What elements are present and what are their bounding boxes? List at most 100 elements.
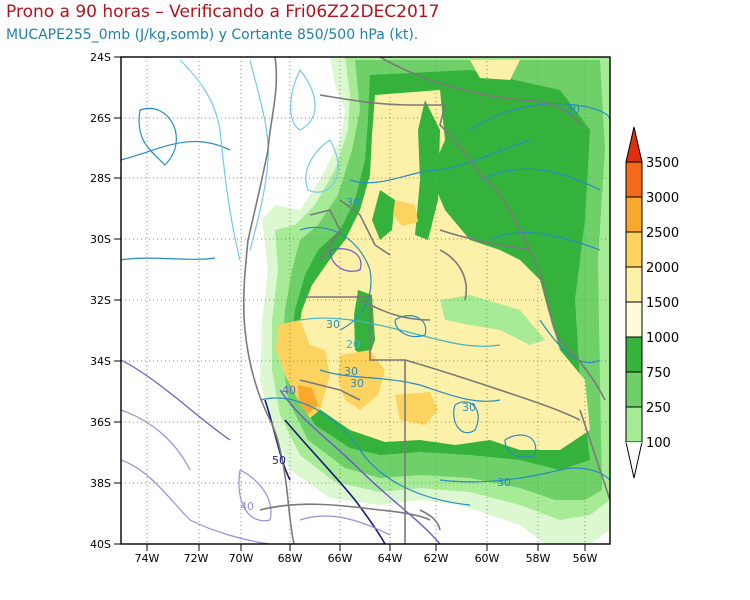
legend-swatch	[625, 301, 643, 338]
legend-label: 1000	[646, 331, 679, 346]
legend-label: 750	[646, 366, 671, 381]
legend-label: 3000	[646, 191, 679, 206]
legend-bottom-triangle	[625, 441, 643, 479]
lon-tick-label: 66W	[328, 552, 353, 565]
contour-line	[121, 359, 231, 441]
contour-label: 30	[497, 476, 511, 489]
contour-label: 40	[282, 384, 296, 397]
contour-label: 30	[326, 318, 340, 331]
legend-swatch	[625, 196, 643, 233]
contour-line	[469, 103, 610, 131]
contour-line	[299, 317, 501, 347]
lon-tick-label: 70W	[229, 552, 254, 565]
lon-tick-label: 72W	[184, 552, 209, 565]
contour-label: 30	[346, 196, 360, 209]
legend-swatch	[625, 371, 643, 408]
legend-label: 2500	[646, 226, 679, 241]
contour-line	[279, 389, 441, 544]
contour-line	[394, 315, 427, 338]
lat-tick-label: 28S	[90, 172, 111, 185]
border-line	[305, 296, 406, 544]
contour-label: 40	[240, 500, 254, 513]
contour-labels: 30 30 30 20 30 30 40 50 40 30 30	[240, 103, 580, 513]
lon-tick-label: 62W	[424, 552, 449, 565]
border-line	[242, 57, 295, 544]
legend-label: 2000	[646, 261, 679, 276]
contour-line	[539, 319, 601, 364]
contour-line	[121, 140, 231, 161]
contour-line	[305, 139, 339, 193]
contour-label: 30	[350, 377, 364, 390]
cape-streak-3	[440, 295, 545, 345]
cape-region-2500	[298, 385, 318, 414]
contour-line	[121, 409, 191, 471]
lat-tick-label: 24S	[90, 51, 111, 64]
border-line	[259, 503, 431, 521]
lat-tick-label: 36S	[90, 416, 111, 429]
lon-axis: 74W 72W 70W 68W 66W 64W 62W 60W 58W 56W	[135, 544, 598, 565]
graticule	[121, 57, 610, 544]
map-subtitle: MUCAPE255_0mb (J/kg,somb) y Cortante 850…	[6, 27, 419, 43]
legend-swatch	[625, 336, 643, 373]
legend-swatch	[626, 442, 642, 443]
contour-label: 50	[272, 454, 286, 467]
contour-line	[319, 369, 501, 402]
contour-line	[489, 231, 601, 251]
lat-tick-label: 26S	[90, 112, 111, 125]
contour-line	[299, 226, 372, 331]
cape-region-2000a	[276, 320, 330, 418]
contour-line	[439, 467, 610, 483]
contour-label: 30	[566, 103, 580, 116]
legend-label: 250	[646, 401, 671, 416]
contour-line	[121, 459, 271, 544]
border-line	[479, 174, 561, 341]
legend-label: 100	[646, 436, 671, 451]
lat-tick-label: 34S	[90, 355, 111, 368]
lat-tick-label: 40S	[90, 538, 111, 551]
border-line	[299, 379, 361, 401]
contour-line	[504, 434, 537, 458]
lat-tick-label: 32S	[90, 294, 111, 307]
legend-swatch	[625, 406, 643, 443]
coast-line	[579, 409, 610, 501]
contour-label: 30	[344, 365, 358, 378]
lon-tick-label: 68W	[278, 552, 303, 565]
contour-line	[453, 401, 479, 434]
lat-tick-label: 30S	[90, 233, 111, 246]
contour-line	[238, 469, 272, 522]
lat-axis: 24S 26S 28S 30S 32S 34S 36S 38S 40S	[90, 51, 121, 551]
cape-streak-4	[372, 190, 395, 240]
cape-region-2000d	[393, 200, 418, 226]
border-line	[439, 229, 531, 251]
border-line	[309, 209, 341, 261]
contour-line	[259, 397, 471, 506]
boundaries	[242, 57, 610, 544]
contour-line	[138, 107, 177, 166]
legend-swatch	[625, 231, 643, 268]
map-title: Prono a 90 horas – Verificando a Fri06Z2…	[6, 2, 440, 22]
contour-line	[121, 257, 216, 261]
legend-swatch	[625, 161, 643, 198]
lon-tick-label: 74W	[135, 552, 160, 565]
color-legend: 3500 3000 2500 2000 1500 1000 750 250 10…	[625, 126, 679, 479]
cape-streak-1	[415, 100, 440, 240]
contour-line	[284, 419, 386, 544]
lon-tick-label: 60W	[475, 552, 500, 565]
contour-line	[179, 59, 241, 261]
legend-swatch	[625, 266, 643, 303]
contour-label: 20	[346, 338, 360, 351]
contour-line	[249, 59, 269, 251]
border-line	[379, 57, 581, 126]
lon-tick-label: 64W	[378, 552, 403, 565]
coast-line	[419, 509, 441, 531]
border-line	[404, 359, 581, 421]
contour-line	[289, 69, 316, 131]
border-line	[339, 199, 391, 256]
cape-region-1500b	[470, 60, 520, 80]
lon-tick-label: 56W	[573, 552, 598, 565]
shear-contours	[121, 59, 610, 544]
contour-label: 30	[462, 401, 476, 414]
contour-line	[299, 515, 391, 536]
contour-line	[479, 168, 601, 191]
legend-label: 1500	[646, 296, 679, 311]
